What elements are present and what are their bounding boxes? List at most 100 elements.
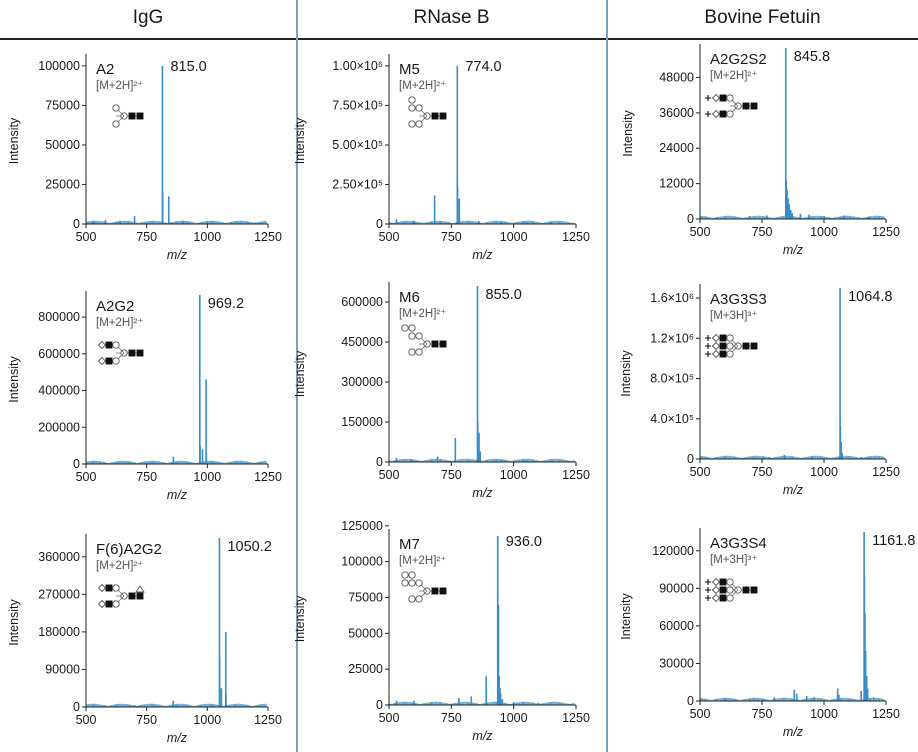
peak-mz-label: 1064.8 xyxy=(848,289,892,305)
x-tick-label: 1000 xyxy=(193,230,221,244)
x-tick-label: 1000 xyxy=(810,225,838,239)
x-axis-label: m/z xyxy=(167,248,188,262)
y-tick-label: 2.50×10⁵ xyxy=(332,177,383,191)
y-tick-label: 1.00×10⁶ xyxy=(332,59,383,73)
spectrum-panel: 500 750 1000 1250 0 2.50×10⁵ 5.00×10⁵ 7.50×10⁵ 1… xyxy=(293,54,590,262)
ion-charge-label: [M+3H]³⁺ xyxy=(710,310,757,322)
y-tick-label: 48000 xyxy=(659,70,694,84)
glycan-name: A2G2S2 xyxy=(710,51,767,68)
column-header-rnase-b: RNase B xyxy=(413,7,490,28)
x-axis-label: m/z xyxy=(472,486,493,500)
y-tick-label: 60000 xyxy=(659,619,694,633)
y-tick-label: 12000 xyxy=(659,177,694,191)
glycan-name: F(6)A2G2 xyxy=(96,541,162,558)
x-tick-label: 1000 xyxy=(500,230,528,244)
x-tick-label: 750 xyxy=(136,470,157,484)
y-axis-label: Intensity xyxy=(293,595,307,642)
x-tick-label: 500 xyxy=(76,230,97,244)
y-tick-label: 1.6×10⁶ xyxy=(650,291,694,305)
y-tick-label: 270000 xyxy=(38,587,80,601)
peak-mz-label: 774.0 xyxy=(465,59,501,75)
y-tick-label: 36000 xyxy=(659,106,694,120)
ion-charge-label: [M+2H]²⁺ xyxy=(96,317,143,329)
x-tick-label: 500 xyxy=(76,470,97,484)
y-tick-label: 90000 xyxy=(45,662,80,676)
x-tick-label: 1250 xyxy=(562,230,590,244)
ion-charge-label: [M+2H]²⁺ xyxy=(96,560,143,572)
x-tick-label: 750 xyxy=(752,465,773,479)
y-tick-label: 150000 xyxy=(341,415,383,429)
y-tick-label: 360000 xyxy=(38,550,80,564)
y-tick-label: 180000 xyxy=(38,625,80,639)
peak-mz-label: 1161.8 xyxy=(872,533,915,549)
x-axis-label: m/z xyxy=(472,729,493,743)
y-axis-label: Intensity xyxy=(293,350,307,397)
ion-charge-label: [M+2H]²⁺ xyxy=(399,308,446,320)
glycan-name: A2G2 xyxy=(96,298,134,315)
glycan-structure-icon xyxy=(705,93,758,119)
y-tick-label: 0 xyxy=(376,698,383,712)
column-divider-2 xyxy=(606,0,608,752)
peak-mz-label: 845.8 xyxy=(794,49,830,65)
spectrum-panel: 500 750 1000 1250 0 30000 60000 90000 120000 Inte… xyxy=(619,528,915,739)
ion-charge-label: [M+2H]²⁺ xyxy=(399,80,446,92)
y-axis-label: Intensity xyxy=(619,349,633,396)
x-tick-label: 500 xyxy=(76,713,97,727)
y-tick-label: 200000 xyxy=(38,420,80,434)
y-tick-label: 300000 xyxy=(341,375,383,389)
baseline-noise xyxy=(389,220,575,224)
x-tick-label: 1000 xyxy=(193,713,221,727)
y-axis-label: Intensity xyxy=(619,592,633,639)
x-tick-label: 1250 xyxy=(872,707,900,721)
y-tick-label: 0 xyxy=(73,217,80,231)
spectrum-panel: 500 750 1000 1250 0 150000 300000 450000 600000 I… xyxy=(293,282,590,500)
y-axis-label: Intensity xyxy=(7,355,21,402)
x-axis-label: m/z xyxy=(783,483,804,497)
header-rule xyxy=(0,38,918,40)
x-tick-label: 1000 xyxy=(500,468,528,482)
x-tick-label: 750 xyxy=(441,230,462,244)
x-tick-label: 750 xyxy=(752,707,773,721)
y-tick-label: 450000 xyxy=(341,335,383,349)
spectrum-panel: 500 750 1000 1250 0 25000 50000 75000 100000 Inte… xyxy=(7,54,282,262)
y-tick-label: 0 xyxy=(687,694,694,708)
x-tick-label: 1250 xyxy=(254,230,282,244)
y-tick-label: 0 xyxy=(376,217,383,231)
spectrum-panel: 500 750 1000 1250 0 90000 180000 270000 360000 In… xyxy=(7,534,282,745)
peak-mz-label: 815.0 xyxy=(170,59,206,75)
glycan-structure-icon xyxy=(408,96,447,128)
y-tick-label: 5.00×10⁵ xyxy=(332,138,383,152)
x-tick-label: 1250 xyxy=(562,711,590,725)
y-axis-label: Intensity xyxy=(621,109,635,156)
y-tick-label: 0 xyxy=(73,457,80,471)
x-axis-label: m/z xyxy=(783,243,804,257)
x-tick-label: 750 xyxy=(136,230,157,244)
glycan-structure-icon xyxy=(97,583,145,609)
y-axis-label: Intensity xyxy=(7,598,21,645)
glycan-structure-icon xyxy=(401,324,447,356)
column-header-bovine-fetuin: Bovine Fetuin xyxy=(704,7,821,28)
glycan-name: M7 xyxy=(399,536,420,553)
x-axis-label: m/z xyxy=(472,248,493,262)
y-tick-label: 0 xyxy=(376,455,383,469)
y-tick-label: 0 xyxy=(73,700,80,714)
x-tick-label: 1000 xyxy=(810,465,838,479)
x-tick-label: 1000 xyxy=(193,470,221,484)
spectrum-panel: 500 750 1000 1250 0 200000 400000 600000 800000 I… xyxy=(7,291,282,502)
y-tick-label: 30000 xyxy=(659,656,694,670)
y-tick-label: 125000 xyxy=(341,519,383,533)
glycan-name: A3G3S4 xyxy=(710,535,767,552)
glycan-name: A2 xyxy=(96,61,114,78)
x-axis-label: m/z xyxy=(167,731,188,745)
x-tick-label: 750 xyxy=(441,468,462,482)
y-axis-label: Intensity xyxy=(7,117,21,164)
glycan-structure-icon xyxy=(705,577,758,603)
y-tick-label: 4.0×10⁵ xyxy=(650,412,694,426)
x-tick-label: 1250 xyxy=(562,468,590,482)
x-axis-label: m/z xyxy=(167,488,188,502)
x-tick-label: 500 xyxy=(690,465,711,479)
y-tick-label: 100000 xyxy=(38,59,80,73)
glycan-structure-icon xyxy=(401,571,447,603)
ion-charge-label: [M+2H]²⁺ xyxy=(710,70,757,82)
